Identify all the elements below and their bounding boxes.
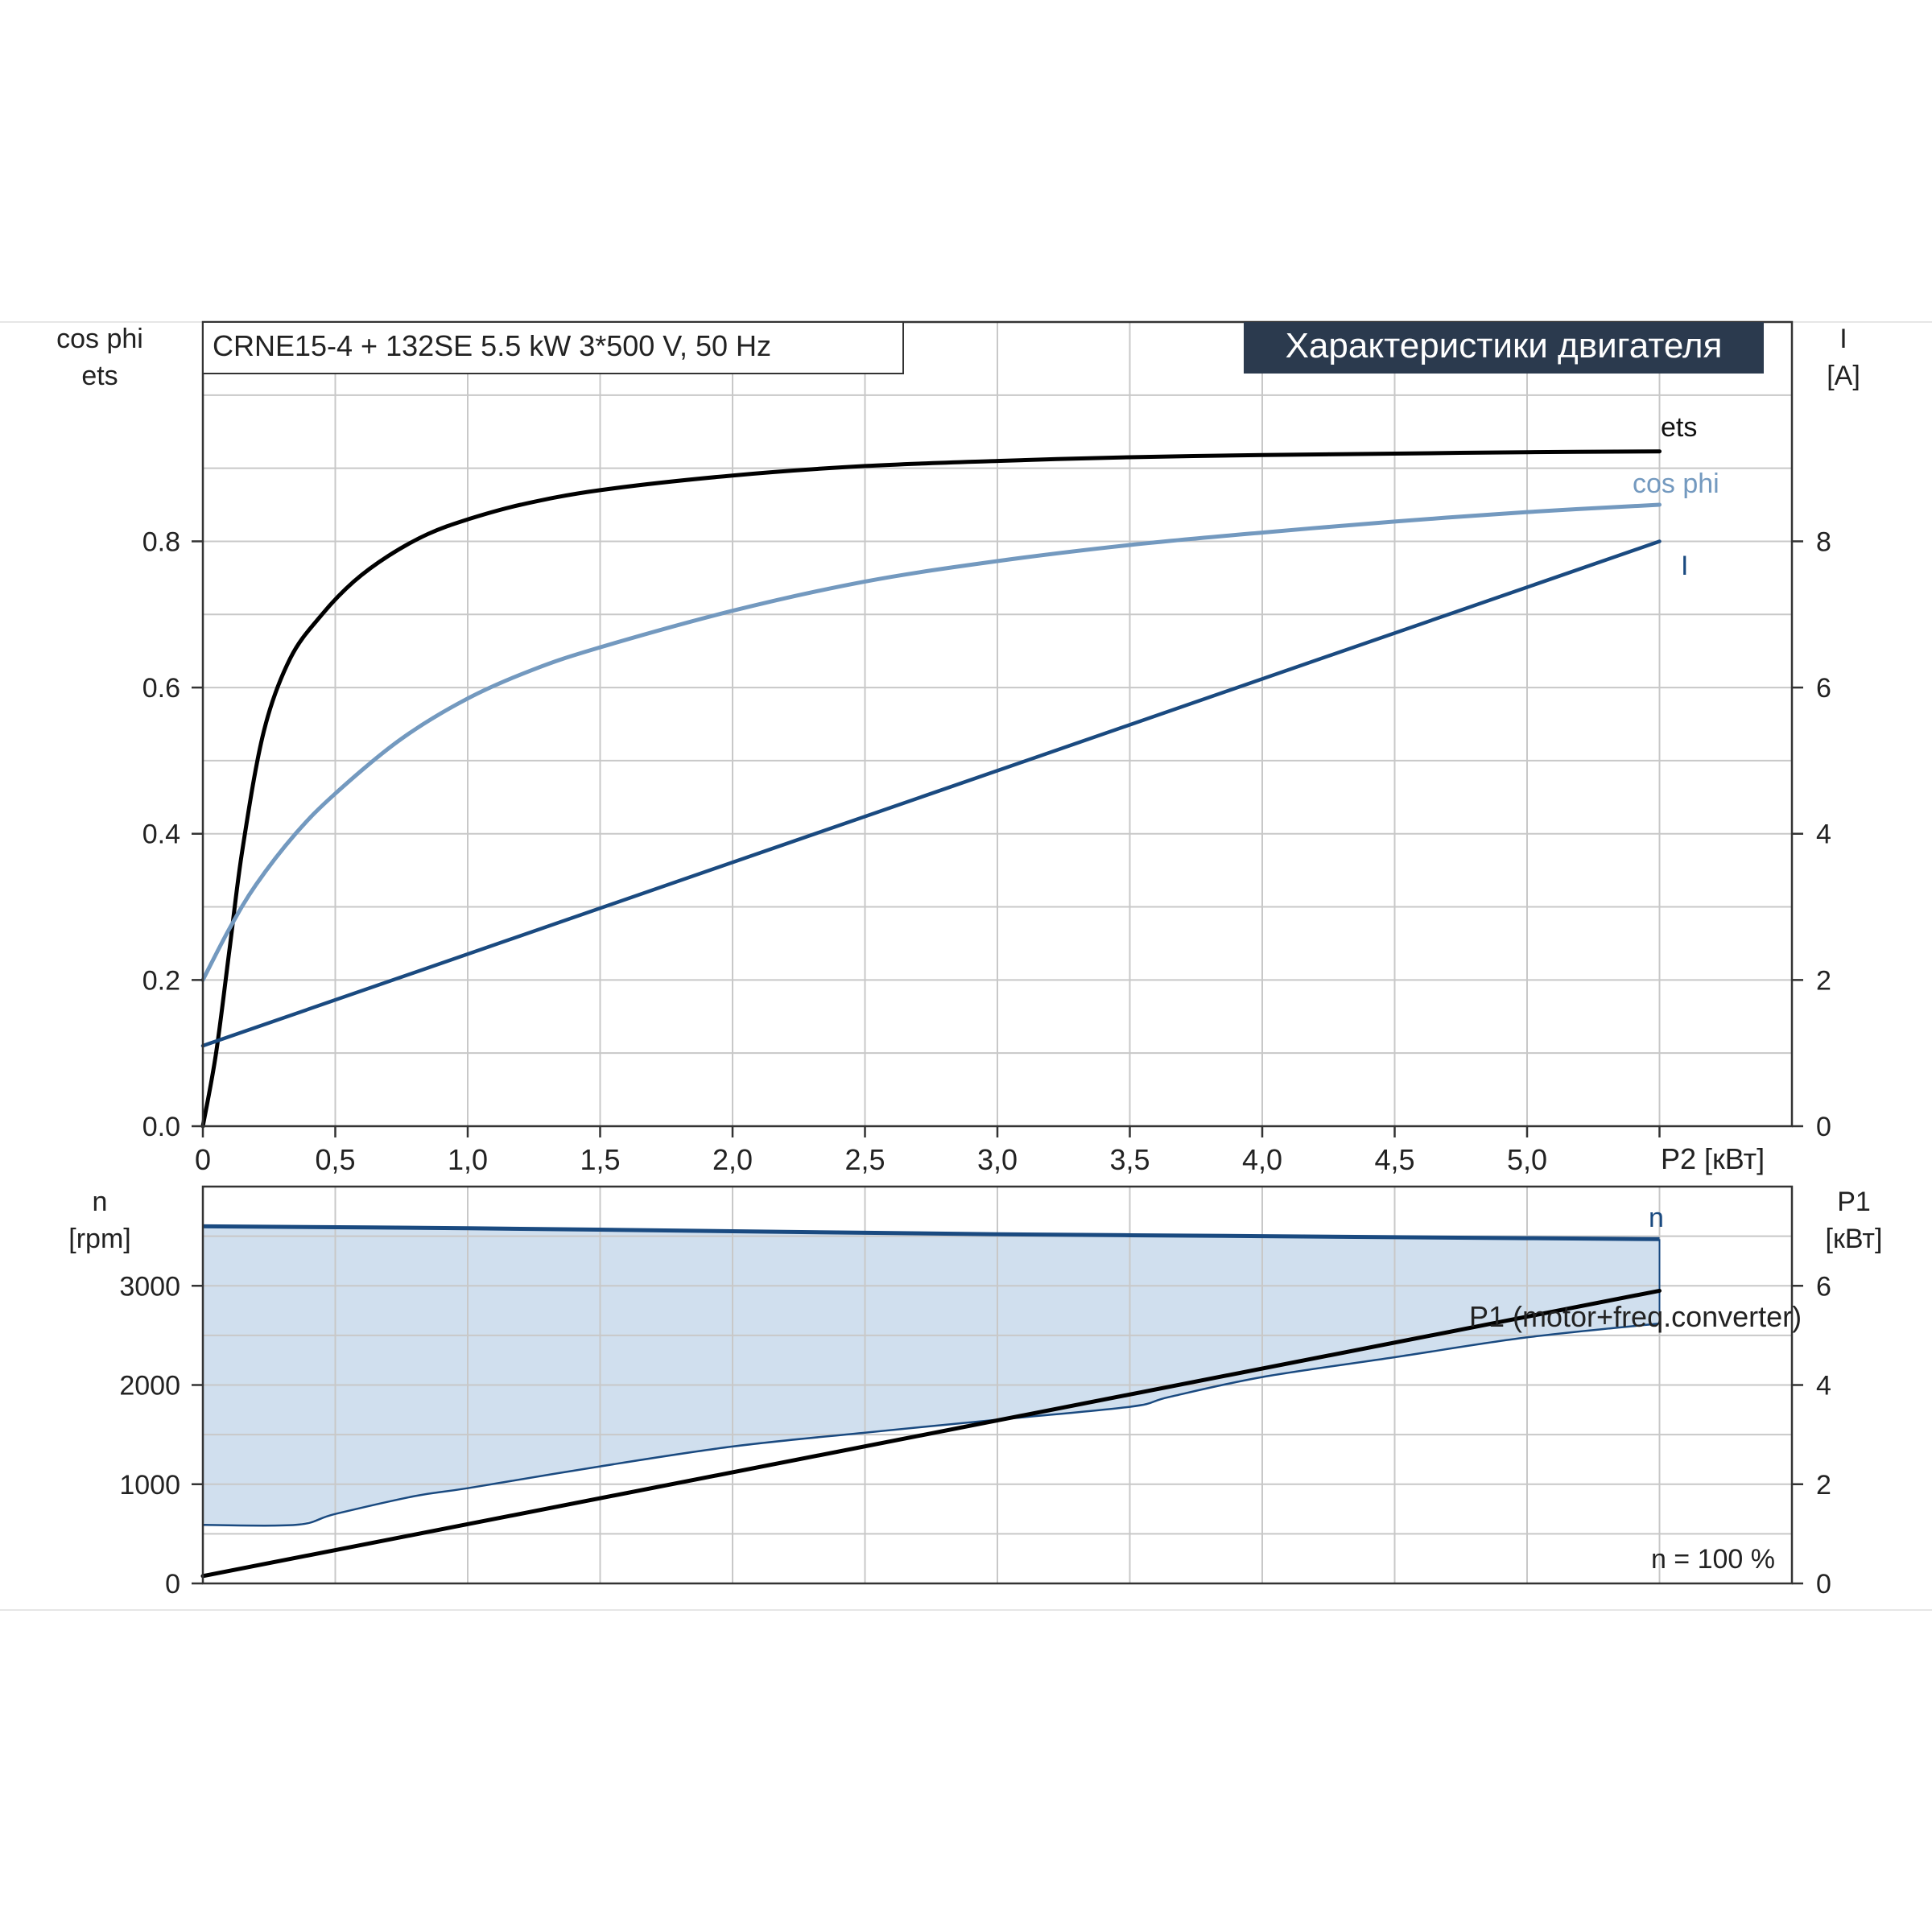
x-tick-label: 1,0 xyxy=(448,1143,488,1176)
ets-curve xyxy=(200,449,1662,1129)
x-tick-label: 0 xyxy=(195,1143,211,1176)
y-left-tick-label: 0 xyxy=(165,1569,180,1600)
y-left-tick-label: 0.0 xyxy=(142,1112,180,1142)
speed-annotation: n = 100 % xyxy=(1651,1544,1775,1575)
title-badge-text: Характеристики двигателя xyxy=(1286,326,1723,365)
y-left-tick-label: 1000 xyxy=(119,1470,180,1501)
y-left-label-speed: n xyxy=(93,1187,108,1217)
x-tick-label: 3,0 xyxy=(977,1143,1018,1176)
series-label-ets: ets xyxy=(1661,412,1697,443)
speed-curve xyxy=(202,1224,1660,1241)
x-tick-label: 4,5 xyxy=(1374,1143,1414,1176)
y-right-label-p1-unit: [кВт] xyxy=(1826,1224,1883,1254)
x-tick-label: 1,5 xyxy=(580,1143,620,1176)
y-left-tick-label: 0.6 xyxy=(142,673,180,704)
series-label-speed: n xyxy=(1649,1203,1664,1233)
top-panel-ticks: 0.0 0.2 0.4 0.6 0.8 0 2 4 6 8 0 0,5 1,0 1,5 2,0 2,5 3,0 3… xyxy=(142,526,1831,1176)
series-label-cosphi: cos phi xyxy=(1633,469,1719,499)
y-right-label-current: I xyxy=(1839,324,1847,354)
model-info-box xyxy=(202,321,904,374)
y-left-label-cosphi: cos phi xyxy=(56,324,143,354)
x-tick-label: 5,0 xyxy=(1507,1143,1547,1176)
y-left-tick-label: 0.4 xyxy=(142,819,180,850)
y-left-tick-label: 2000 xyxy=(119,1371,180,1402)
y-right-tick-label: 0 xyxy=(1816,1569,1831,1600)
x-tick-label: 0,5 xyxy=(315,1143,355,1176)
y-left-label-speed-unit: [rpm] xyxy=(68,1224,130,1254)
y-right-tick-label: 6 xyxy=(1816,1271,1831,1302)
operating-range-area xyxy=(203,1226,1660,1525)
model-info-text: CRNE15-4 + 132SE 5.5 kW 3*500 V, 50 Hz xyxy=(213,329,771,362)
y-left-label-ets: ets xyxy=(81,361,118,391)
x-tick-label: 2,0 xyxy=(712,1143,753,1176)
series-label-current: I xyxy=(1681,551,1688,581)
y-left-tick-label: 0.8 xyxy=(142,526,180,557)
x-tick-label: 2,5 xyxy=(844,1143,885,1176)
y-right-label-current-unit: [A] xyxy=(1827,361,1860,391)
series-label-p1: P1 (motor+freq.converter) xyxy=(1469,1300,1802,1333)
y-left-tick-label: 3000 xyxy=(119,1271,180,1302)
y-right-tick-label: 6 xyxy=(1816,673,1831,704)
y-right-tick-label: 0 xyxy=(1816,1112,1831,1142)
x-tick-label: 3,5 xyxy=(1109,1143,1150,1176)
y-right-label-p1: P1 xyxy=(1837,1187,1871,1217)
bottom-panel-ticks: 0 1000 2000 3000 0 2 4 6 xyxy=(119,1271,1831,1600)
min-speed-line xyxy=(202,1322,1660,1527)
top-panel-grid xyxy=(203,322,1792,1126)
y-right-tick-label: 2 xyxy=(1816,965,1831,996)
bottom-panel-series xyxy=(200,1224,1662,1579)
title-badge xyxy=(1244,322,1764,374)
x-axis-label: P2 [кВт] xyxy=(1661,1142,1765,1175)
current-line xyxy=(200,539,1662,1048)
x-tick-label: 4,0 xyxy=(1242,1143,1282,1176)
y-left-tick-label: 0.2 xyxy=(142,965,180,996)
y-right-tick-label: 8 xyxy=(1816,526,1831,557)
bottom-panel-fill xyxy=(203,1226,1660,1525)
y-right-tick-label: 2 xyxy=(1816,1470,1831,1501)
y-right-tick-label: 4 xyxy=(1816,1371,1831,1402)
cos-phi-curve xyxy=(200,502,1662,982)
p1-power-line xyxy=(200,1288,1662,1579)
top-panel-series xyxy=(200,449,1662,1129)
y-right-tick-label: 4 xyxy=(1816,819,1831,850)
